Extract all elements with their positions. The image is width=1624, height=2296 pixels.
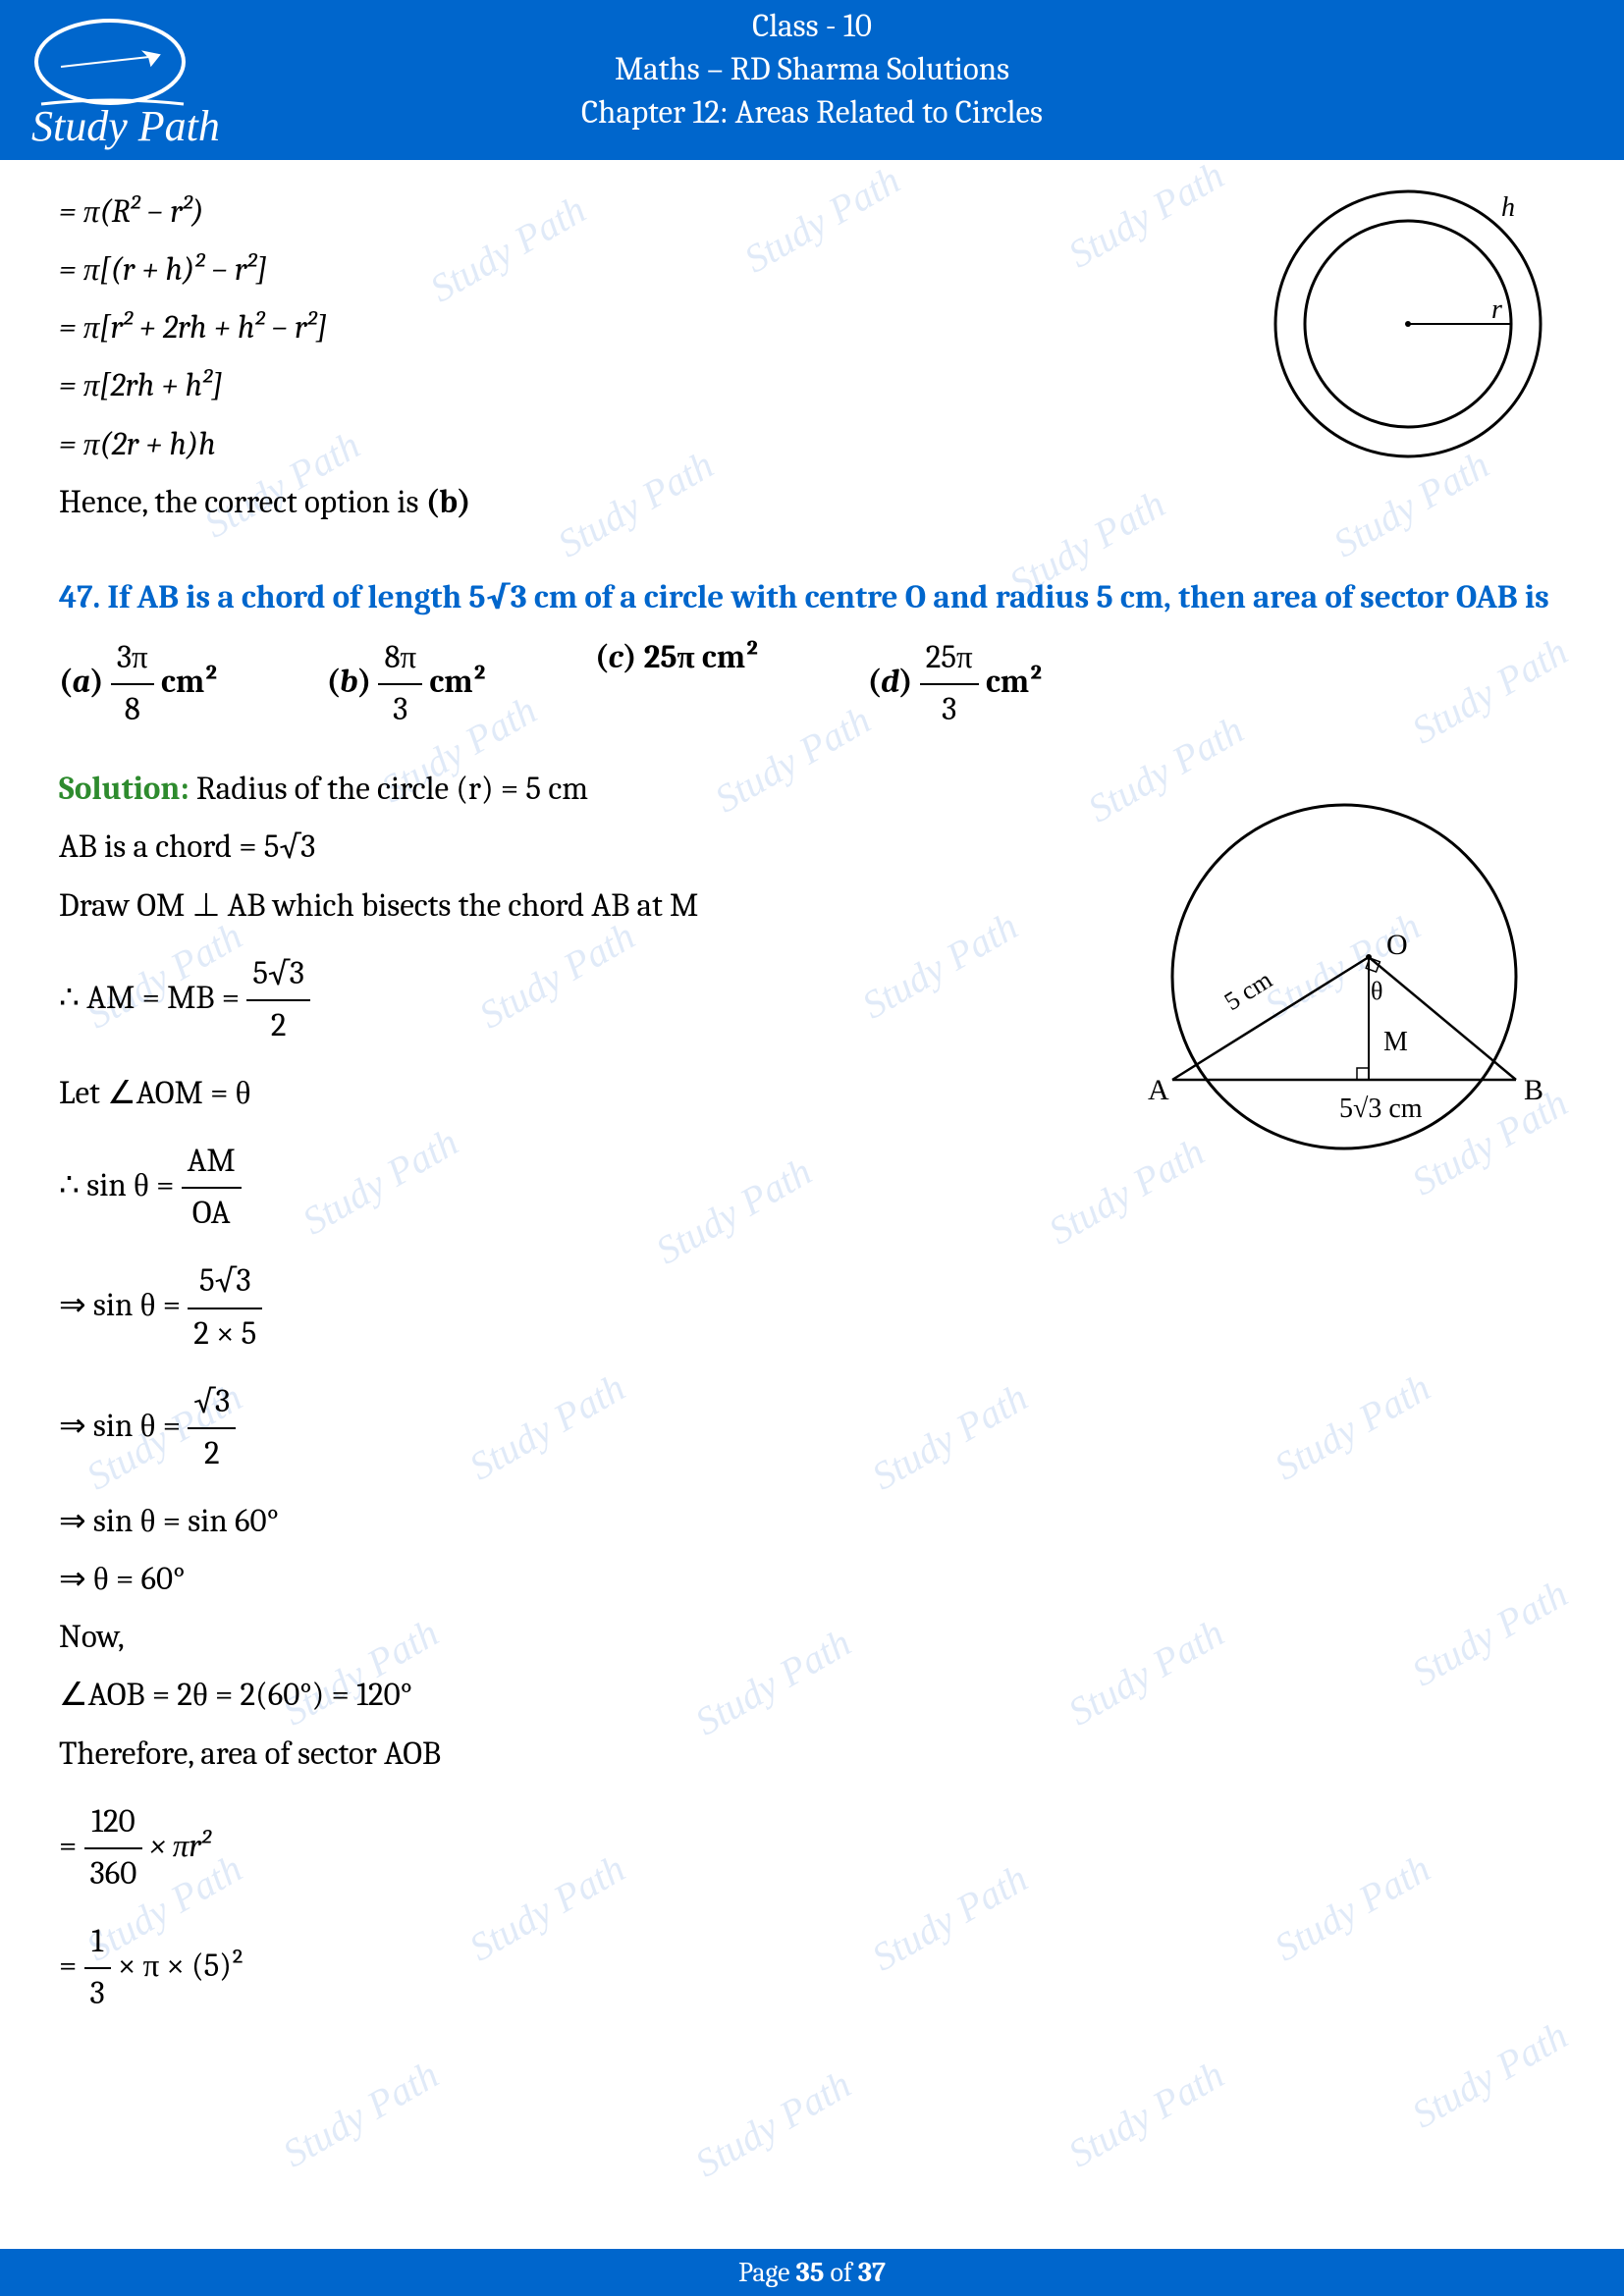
prev-eq-line: = π[(r + h)² − r²] — [59, 245, 1565, 295]
option-c: (c) 25π cm² — [595, 633, 760, 735]
sol-line5: Let ∠AOM = θ — [59, 1069, 1565, 1119]
conclusion-text: Hence, the correct option is — [59, 484, 426, 521]
logo-container: Study Path — [12, 8, 228, 155]
sol-line8: ⇒ sin θ = √32 — [59, 1377, 1565, 1479]
option-d: (d) 25π3 cm² — [868, 633, 1044, 735]
page-content: = π(R² − r²) = π[(r + h)² − r²] = π[r² + 2… — [0, 160, 1624, 2019]
sol-line6: ∴ sin θ = AMOA — [59, 1137, 1565, 1239]
conclusion-answer: (b) — [426, 484, 471, 521]
sol-line12: ∠AOB = 2θ = 2(60°) = 120° — [59, 1671, 1565, 1721]
solution-label: Solution: — [59, 771, 189, 808]
sol-line7: ⇒ sin θ = 5√32 × 5 — [59, 1256, 1565, 1359]
watermark-text: Study Path — [1404, 2012, 1576, 2138]
q47-text: If AB is a chord of length 5√3 cm of a c… — [100, 579, 1549, 616]
footer-total: 37 — [858, 2257, 886, 2288]
sol-line14: = 120360 × πr² — [59, 1797, 1565, 1899]
q47-options: (a) 3π8 cm² (b) 8π3 cm² (c) 25π cm² (d) … — [59, 633, 1565, 735]
prev-eq-line: = π(2r + h)h — [59, 420, 1565, 470]
sol-line2: AB is a chord = 5√3 — [59, 823, 1565, 873]
prev-eq-line: = π[2rh + h²] — [59, 361, 1565, 411]
footer-prefix: Page — [738, 2257, 796, 2288]
footer-mid: of — [824, 2257, 858, 2288]
sol-line13: Therefore, area of sector AOB — [59, 1730, 1565, 1780]
header-chapter: Chapter 12: Areas Related to Circles — [0, 88, 1624, 132]
q47-number: 47. — [59, 579, 100, 616]
sol-line4: ∴ AM = MB = 5√32 — [59, 949, 1565, 1051]
watermark-text: Study Path — [275, 2052, 447, 2177]
footer-pagenum: 35 — [796, 2257, 825, 2288]
sol-line11: Now, — [59, 1613, 1565, 1663]
logo-text: Study Path — [31, 101, 220, 151]
prev-eq-line: = π(R² − r²) — [59, 187, 1565, 238]
watermark-text: Study Path — [1060, 2052, 1232, 2177]
previous-conclusion: Hence, the correct option is (b) — [59, 478, 1565, 528]
page-footer: Page 35 of 37 — [0, 2249, 1624, 2296]
header-class: Class - 10 — [0, 0, 1624, 45]
sol-line15: = 13 × π × (5)² — [59, 1917, 1565, 2019]
sol-line9: ⇒ sin θ = sin 60° — [59, 1497, 1565, 1547]
option-a: (a) 3π8 cm² — [59, 633, 219, 735]
option-b: (b) 8π3 cm² — [327, 633, 487, 735]
sol-line1: Solution: Radius of the circle (r) = 5 c… — [59, 765, 1565, 815]
header-subject: Maths – RD Sharma Solutions — [0, 45, 1624, 88]
question-47: 47. If AB is a chord of length 5√3 cm of… — [59, 573, 1565, 623]
page-header: Study Path Class - 10 Maths – RD Sharma … — [0, 0, 1624, 160]
previous-solution-lines: = π(R² − r²) = π[(r + h)² − r²] = π[r² + 2… — [59, 187, 1565, 470]
prev-eq-line: = π[r² + 2rh + h² − r²] — [59, 303, 1565, 353]
sol-line3: Draw OM ⊥ AB which bisects the chord AB … — [59, 881, 1565, 932]
watermark-text: Study Path — [687, 2061, 859, 2187]
sol-line10: ⇒ θ = 60° — [59, 1555, 1565, 1605]
